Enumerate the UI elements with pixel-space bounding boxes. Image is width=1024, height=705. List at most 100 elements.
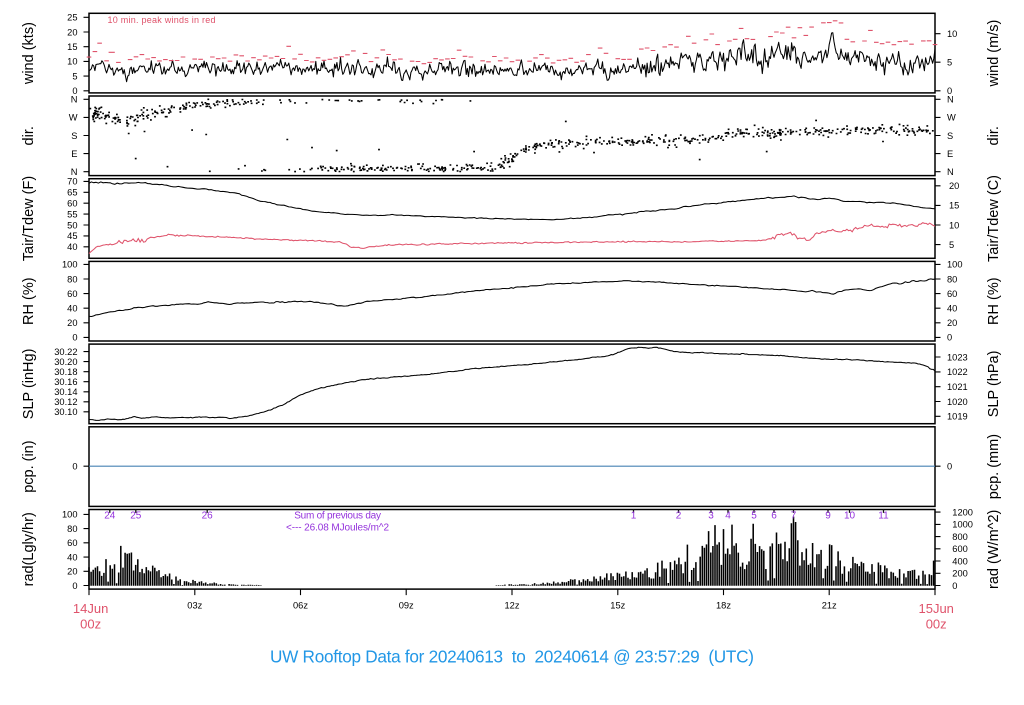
svg-text:4: 4 — [725, 511, 731, 522]
svg-text:40: 40 — [67, 304, 77, 314]
svg-text:40: 40 — [67, 552, 77, 562]
svg-text:80: 80 — [67, 524, 77, 534]
svg-text:W: W — [69, 113, 78, 123]
svg-text:12z: 12z — [505, 601, 520, 611]
svg-text:65: 65 — [67, 188, 77, 198]
svg-text:10: 10 — [949, 220, 959, 230]
svg-text:1019: 1019 — [947, 412, 968, 422]
svg-text:100: 100 — [62, 260, 78, 270]
svg-text:25: 25 — [130, 511, 142, 522]
svg-text:100: 100 — [62, 510, 78, 520]
svg-text:20: 20 — [67, 318, 77, 328]
svg-text:W: W — [947, 113, 956, 123]
svg-text:N: N — [947, 95, 954, 105]
svg-text:10: 10 — [844, 511, 856, 522]
svg-text:7: 7 — [791, 511, 797, 522]
svg-text:UW Rooftop Data for 20240613: UW Rooftop Data for 20240613 to 20240614… — [270, 647, 754, 667]
svg-text:30.20: 30.20 — [54, 357, 77, 367]
svg-text:E: E — [71, 149, 77, 159]
svg-text:pcp. (in): pcp. (in) — [21, 440, 37, 492]
svg-text:SLP (inHg): SLP (inHg) — [21, 349, 37, 420]
svg-text:30.14: 30.14 — [54, 387, 77, 397]
svg-text:20: 20 — [949, 181, 959, 191]
svg-text:600: 600 — [952, 544, 968, 554]
svg-text:N: N — [947, 167, 954, 177]
svg-text:0: 0 — [952, 581, 957, 591]
svg-text:18z: 18z — [716, 601, 731, 611]
svg-text:N: N — [71, 167, 78, 177]
svg-text:pcp. (mm): pcp. (mm) — [986, 434, 1002, 499]
svg-text:15: 15 — [949, 201, 959, 211]
svg-text:20: 20 — [947, 318, 957, 328]
svg-text:30.12: 30.12 — [54, 397, 77, 407]
svg-text:5: 5 — [949, 240, 954, 250]
svg-text:Tair/Tdew (F): Tair/Tdew (F) — [21, 176, 37, 261]
svg-text:dir.: dir. — [986, 126, 1002, 145]
svg-text:20: 20 — [67, 27, 77, 37]
svg-text:100: 100 — [947, 260, 963, 270]
svg-text:60: 60 — [67, 199, 77, 209]
svg-text:5: 5 — [751, 511, 757, 522]
svg-text:14Jun: 14Jun — [73, 601, 108, 616]
svg-text:0: 0 — [72, 462, 77, 472]
svg-text:Sum of previous day: Sum of previous day — [294, 511, 381, 522]
svg-text:50: 50 — [67, 220, 77, 230]
svg-text:0: 0 — [947, 462, 952, 472]
svg-text:15Jun: 15Jun — [918, 601, 953, 616]
svg-text:SLP (hPa): SLP (hPa) — [986, 351, 1002, 418]
svg-text:N: N — [71, 95, 78, 105]
svg-text:30.22: 30.22 — [54, 347, 77, 357]
svg-text:800: 800 — [952, 532, 968, 542]
svg-text:03z: 03z — [187, 601, 202, 611]
svg-text:9: 9 — [825, 511, 831, 522]
svg-text:Tair/Tdew (C): Tair/Tdew (C) — [986, 175, 1002, 262]
svg-text:RH (%): RH (%) — [21, 277, 37, 325]
svg-text:400: 400 — [952, 556, 968, 566]
svg-text:40: 40 — [947, 304, 957, 314]
svg-text:1022: 1022 — [947, 367, 968, 377]
svg-text:00z: 00z — [926, 617, 947, 632]
svg-text:70: 70 — [67, 177, 77, 187]
svg-text:20: 20 — [67, 567, 77, 577]
svg-text:15: 15 — [67, 42, 77, 52]
svg-text:wind (kts): wind (kts) — [21, 22, 37, 85]
svg-text:55: 55 — [67, 209, 77, 219]
svg-text:10: 10 — [947, 29, 957, 39]
svg-text:60: 60 — [67, 289, 77, 299]
svg-text:0: 0 — [947, 333, 952, 343]
svg-text:21z: 21z — [822, 601, 837, 611]
svg-text:40: 40 — [67, 242, 77, 252]
svg-text:1000: 1000 — [952, 520, 973, 530]
svg-text:rad(Lgly/hr): rad(Lgly/hr) — [21, 512, 37, 586]
svg-text:30.18: 30.18 — [54, 367, 77, 377]
svg-text:25: 25 — [67, 13, 77, 23]
svg-text:00z: 00z — [80, 617, 101, 632]
svg-text:45: 45 — [67, 231, 77, 241]
svg-text:24: 24 — [104, 511, 116, 522]
svg-text:1023: 1023 — [947, 352, 968, 362]
svg-text:3: 3 — [708, 511, 714, 522]
svg-text:60: 60 — [67, 538, 77, 548]
svg-text:dir.: dir. — [21, 126, 37, 145]
svg-text:S: S — [71, 131, 77, 141]
svg-text:S: S — [947, 131, 953, 141]
svg-text:rad (W/m^2): rad (W/m^2) — [986, 510, 1002, 589]
svg-text:26: 26 — [202, 511, 214, 522]
svg-text:0: 0 — [947, 86, 952, 96]
svg-text:1021: 1021 — [947, 382, 968, 392]
svg-text:<--- 26.08 MJoules/m^2: <--- 26.08 MJoules/m^2 — [286, 523, 389, 534]
svg-text:6: 6 — [771, 511, 777, 522]
svg-text:5: 5 — [947, 58, 952, 68]
svg-text:60: 60 — [947, 289, 957, 299]
svg-text:0: 0 — [72, 86, 77, 96]
svg-text:1200: 1200 — [952, 507, 973, 517]
svg-text:0: 0 — [72, 333, 77, 343]
svg-text:E: E — [947, 149, 953, 159]
svg-text:80: 80 — [947, 274, 957, 284]
svg-text:11: 11 — [878, 511, 889, 522]
svg-text:30.10: 30.10 — [54, 407, 77, 417]
svg-text:200: 200 — [952, 569, 968, 579]
svg-text:15z: 15z — [610, 601, 625, 611]
svg-text:2: 2 — [676, 511, 682, 522]
svg-text:wind (m/s): wind (m/s) — [986, 20, 1002, 88]
